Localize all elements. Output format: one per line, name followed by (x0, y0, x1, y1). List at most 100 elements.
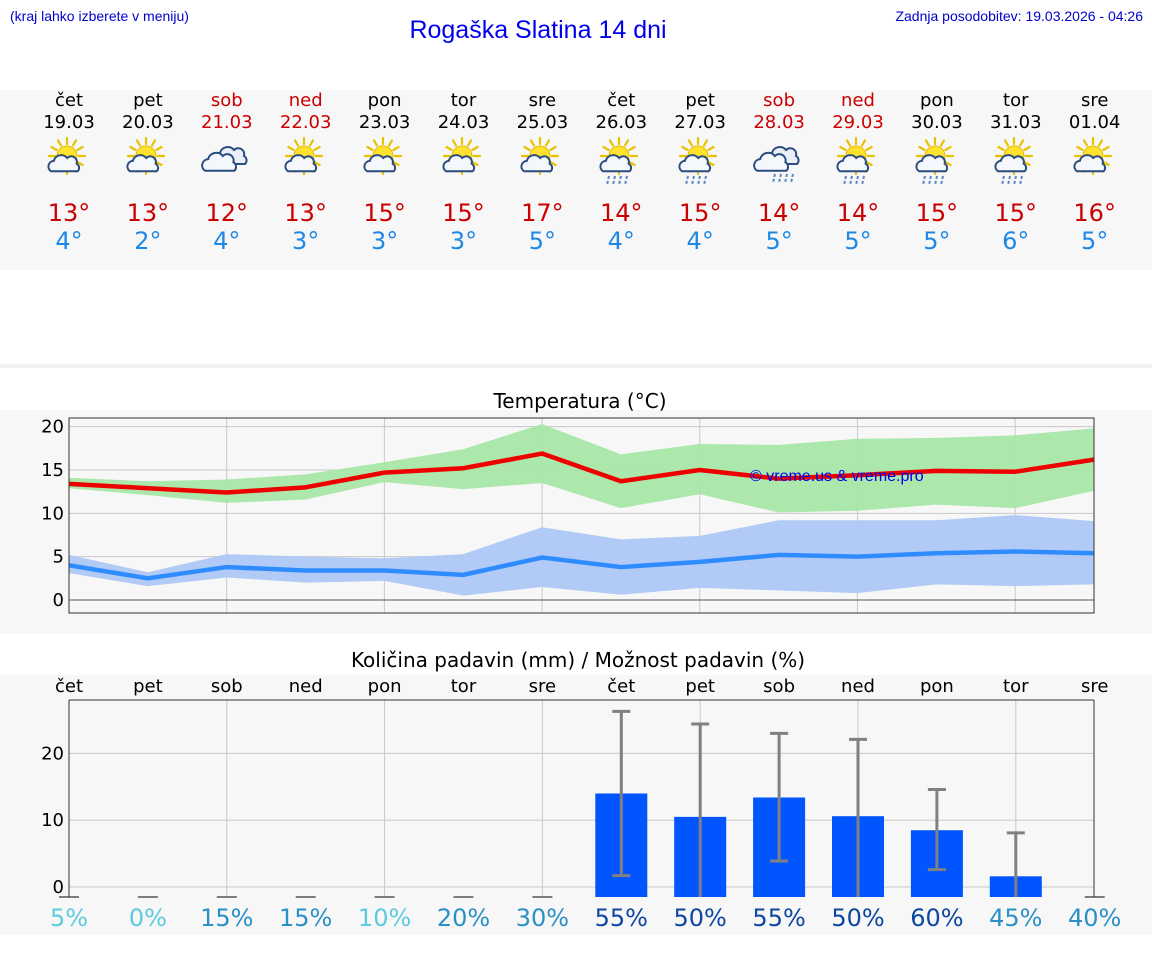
y-tick-label: 10 (41, 503, 64, 524)
day-label: pon (920, 676, 954, 697)
sun-cloud-icon (441, 136, 481, 176)
min-temp: 5° (844, 227, 872, 255)
watermark: © vreme.us & vreme.pro (750, 468, 924, 485)
max-temp: 13° (284, 199, 327, 227)
min-temperature-line (68, 549, 1095, 581)
max-temp: 14° (757, 199, 801, 227)
sun-cloud-icon (363, 136, 402, 176)
precip-probability: 50% (831, 904, 884, 932)
max-temp: 13° (126, 199, 170, 227)
precip-probability: 55% (595, 904, 648, 932)
day-date: 23.03 (358, 112, 411, 133)
temperature-chart: Temperatura (°C) 0 5 10 15 20 (41, 389, 1095, 614)
y-tick-label: 10 (41, 810, 64, 831)
max-temp: 15° (915, 199, 959, 227)
day-name: sob (763, 90, 795, 111)
day-label: sre (1081, 676, 1108, 697)
day-label: tor (1003, 676, 1029, 697)
precip-probability: 5% (50, 904, 88, 932)
min-temp: 3° (449, 227, 478, 255)
day-label: ned (841, 676, 875, 697)
y-tick-label: 5 (53, 547, 64, 568)
max-temp: 13° (47, 199, 91, 227)
max-temp: 14° (600, 199, 643, 227)
day-name: tor (450, 90, 477, 111)
precip-probability: 0% (129, 904, 167, 932)
max-temp: 15° (994, 199, 1038, 227)
day-name: ned (841, 90, 875, 111)
day-name: čet (54, 90, 84, 111)
chart-title: Temperatura (°C) (492, 389, 666, 413)
max-temp: 17° (521, 199, 564, 227)
day-label: pon (368, 676, 402, 697)
sun-cloud-rain-icon (836, 136, 876, 186)
min-range-band (69, 515, 1094, 596)
day-name: tor (1003, 90, 1029, 111)
precip-probability: 50% (674, 904, 727, 932)
day-date: 29.03 (832, 112, 884, 133)
day-date: 30.03 (911, 112, 963, 133)
min-temp: 3° (370, 227, 399, 255)
day-name: pon (367, 90, 402, 111)
y-tick-label: 20 (41, 743, 64, 764)
last-updated: Zadnja posodobitev: 19.03.2026 - 04:26 (895, 8, 1143, 24)
day-name: sob (210, 90, 243, 111)
day-label: ned (289, 676, 323, 697)
sun-cloud-icon (1073, 136, 1112, 176)
min-temp: 5° (528, 227, 557, 255)
max-temp: 15° (363, 199, 406, 227)
day-label: čet (55, 676, 83, 697)
sun-cloud-rain-icon (915, 136, 954, 186)
max-temp: 16° (1073, 199, 1116, 227)
day-label: sob (763, 676, 795, 697)
min-temp: 4° (213, 227, 241, 255)
sun-cloud-rain-icon (678, 136, 718, 186)
day-date: 26.03 (595, 112, 648, 133)
precip-probability: 45% (989, 904, 1042, 932)
cloud-rain-icon (753, 146, 800, 184)
cloud-icon (200, 146, 248, 172)
day-label: pet (133, 676, 163, 697)
precip-probability: 10% (358, 904, 411, 932)
day-date: 20.03 (122, 112, 174, 133)
max-temp: 14° (836, 199, 880, 227)
day-date: 24.03 (437, 112, 490, 133)
day-label: sob (211, 676, 243, 697)
precipitation-chart: Količina padavin (mm) / Možnost padavin … (41, 648, 1121, 932)
day-date: 27.03 (674, 112, 726, 133)
min-temp: 5° (765, 227, 793, 255)
max-temp: 15° (442, 199, 485, 227)
y-tick-label: 20 (41, 417, 64, 438)
day-name: pet (685, 90, 715, 111)
day-date: 28.03 (753, 112, 805, 133)
sun-cloud-rain-icon (599, 136, 639, 186)
day-name: sre (1080, 90, 1109, 111)
precip-probability: 60% (910, 904, 963, 932)
precip-probability: 15% (200, 904, 253, 932)
day-name: čet (607, 90, 636, 111)
day-name: ned (288, 90, 323, 111)
max-temp: 15° (678, 199, 722, 227)
day-date: 25.03 (516, 112, 569, 133)
max-temp: 12° (205, 199, 249, 227)
min-temp: 3° (292, 227, 320, 255)
day-name: sre (528, 90, 557, 111)
sun-cloud-icon (126, 136, 165, 176)
day-label: tor (451, 676, 477, 697)
day-label: sre (529, 676, 556, 697)
precip-probability: 15% (279, 904, 332, 932)
min-temp: 5° (1081, 227, 1109, 255)
precip-probability: 40% (1068, 904, 1121, 932)
min-temp: 6° (1002, 227, 1030, 255)
precip-probability: 30% (516, 904, 569, 932)
y-tick-label: 0 (53, 590, 64, 611)
day-date: 19.03 (43, 112, 95, 133)
min-temp: 5° (923, 227, 951, 255)
divider (0, 364, 1152, 368)
day-name: pet (133, 90, 163, 111)
precip-probability: 55% (752, 904, 805, 932)
day-date: 01.04 (1068, 112, 1121, 133)
chart-title: Količina padavin (mm) / Možnost padavin … (351, 648, 805, 672)
min-temp: 4° (55, 227, 83, 255)
day-date: 31.03 (990, 112, 1042, 133)
